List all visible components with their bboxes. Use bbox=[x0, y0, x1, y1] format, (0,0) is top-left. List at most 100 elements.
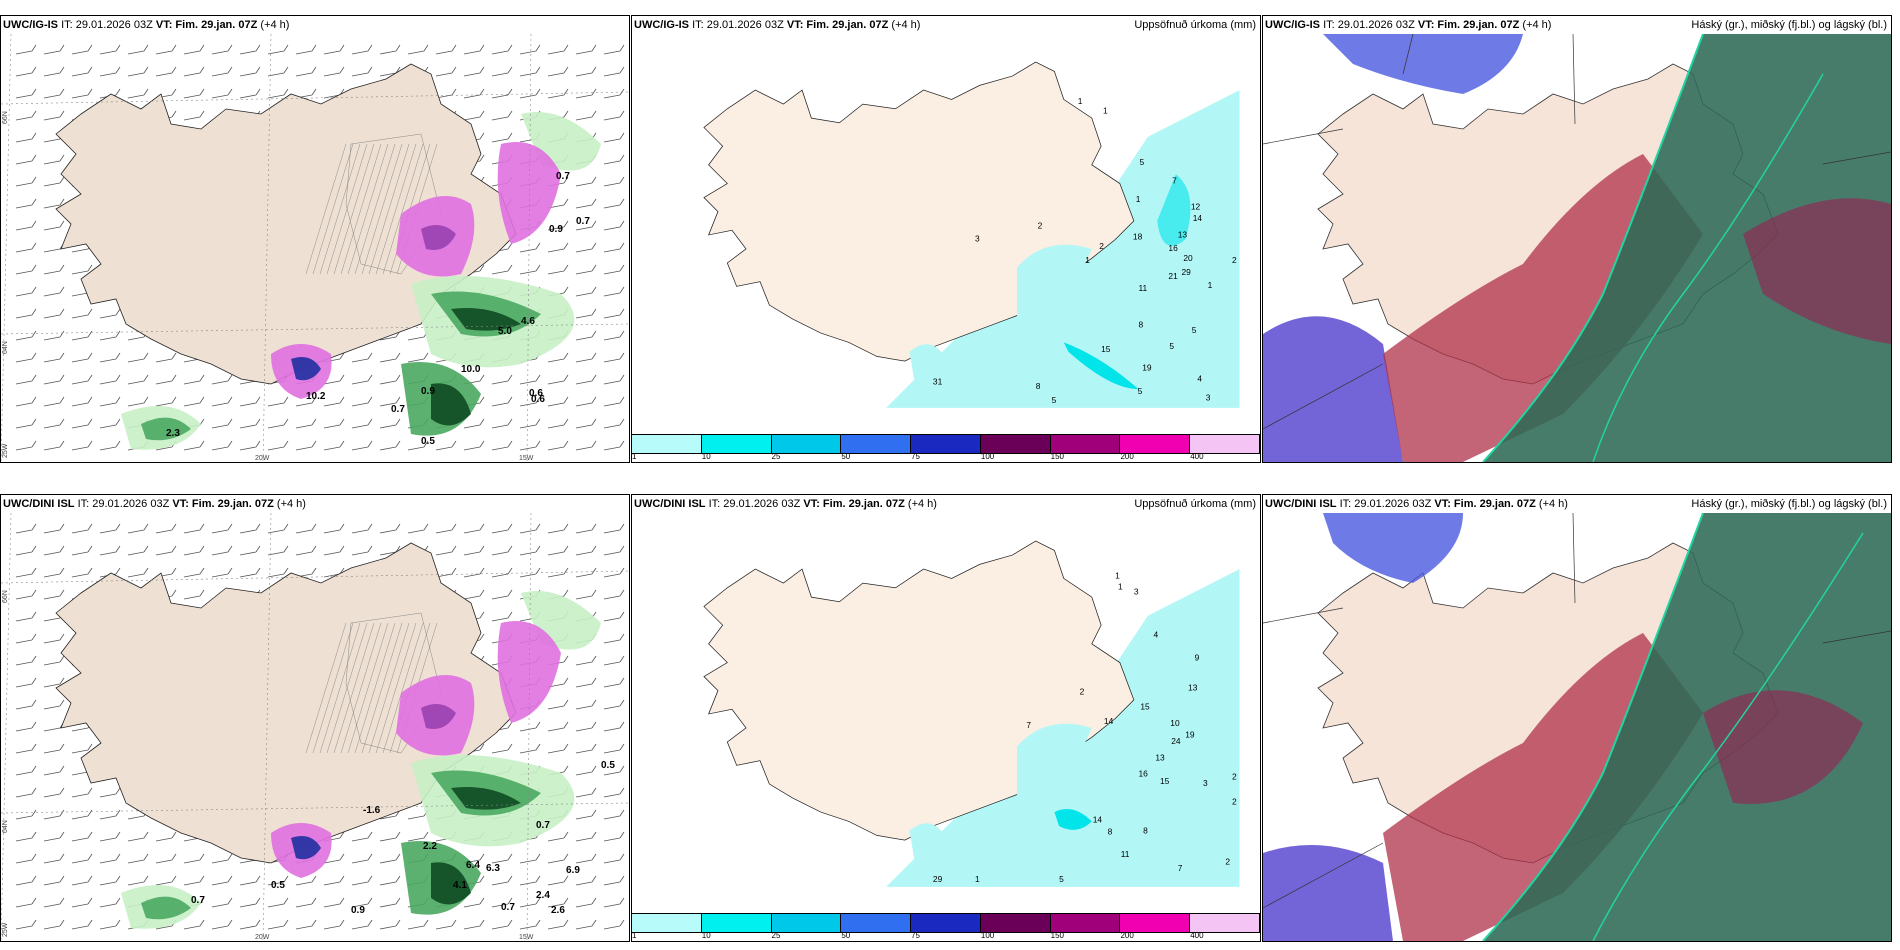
wind-barb bbox=[15, 919, 37, 930]
wind-barb bbox=[351, 352, 373, 363]
wind-barb bbox=[71, 743, 93, 754]
wind-barb bbox=[71, 88, 93, 99]
map-temperature-wind[interactable]: 66N 64N 25W 20W 15W 0.7 0.9 0.7 0.6 5.0 4.6 10… bbox=[1, 34, 629, 462]
map-cloud-cover[interactable] bbox=[1263, 513, 1891, 941]
wind-barb bbox=[603, 110, 625, 121]
wind-barb bbox=[15, 545, 37, 556]
colorbar-tick: 50 bbox=[841, 931, 851, 940]
hatch-line bbox=[333, 143, 375, 275]
wind-barb bbox=[43, 809, 65, 820]
wind-barb bbox=[491, 523, 513, 534]
wind-barb bbox=[351, 545, 373, 556]
panel-precip-igis: UWC/IG-IS IT: 29.01.2026 03Z VT: Fim. 29… bbox=[631, 15, 1261, 463]
wind-barb bbox=[267, 440, 289, 451]
precip-value: 5 bbox=[1139, 157, 1144, 167]
colorbar-cell bbox=[841, 914, 912, 932]
wind-barb bbox=[239, 44, 261, 55]
precip-value: 2 bbox=[1232, 771, 1237, 781]
wind-barb bbox=[183, 88, 205, 99]
panel-title: Uppsöfnuð úrkoma (mm) bbox=[1134, 498, 1256, 510]
wind-barb bbox=[547, 44, 569, 55]
wind-barb bbox=[351, 396, 373, 407]
wind-barb bbox=[323, 545, 345, 556]
wind-barb bbox=[491, 611, 513, 622]
wind-barb bbox=[15, 440, 37, 451]
colorbar-cell bbox=[701, 914, 772, 932]
wind-barb bbox=[519, 897, 541, 908]
colorbar-ticks: 1 10 25 50 75 100 150 200 400 bbox=[632, 452, 1260, 462]
wind-barb bbox=[323, 66, 345, 77]
wind-barb bbox=[43, 589, 65, 600]
wind-barb bbox=[43, 220, 65, 231]
wind-barb bbox=[99, 831, 121, 842]
wind-barb bbox=[211, 523, 233, 534]
wind-barb bbox=[239, 897, 261, 908]
precip-value: 31 bbox=[933, 376, 943, 386]
wind-barb bbox=[43, 699, 65, 710]
green-precip-shape bbox=[451, 308, 521, 331]
hatch-line bbox=[347, 143, 389, 275]
temperature-value: 2.3 bbox=[166, 428, 180, 439]
hatch-line bbox=[312, 622, 354, 754]
colorbar-tick: 100 bbox=[980, 931, 995, 940]
wind-barb bbox=[15, 198, 37, 209]
wind-barb bbox=[43, 545, 65, 556]
map-temperature-wind[interactable]: 66N 64N 25W 20W 15W 0.5 0.7 6.9 6.4 6.3 4.1 2.… bbox=[1, 513, 629, 941]
precip-value: 24 bbox=[1171, 736, 1181, 746]
wind-barb bbox=[519, 440, 541, 451]
wind-barb bbox=[575, 677, 597, 688]
panel-header: UWC/IG-IS IT: 29.01.2026 03Z VT: Fim. 29… bbox=[1265, 19, 1552, 31]
colorbar-cell bbox=[1120, 914, 1191, 932]
wind-barb bbox=[603, 132, 625, 143]
wind-barb bbox=[547, 418, 569, 429]
wind-barb bbox=[519, 396, 541, 407]
snow-cell bbox=[421, 225, 456, 250]
wind-barb bbox=[379, 853, 401, 864]
wind-barb bbox=[71, 308, 93, 319]
precip-value: 2 bbox=[1232, 797, 1237, 807]
panel-header: UWC/DINI ISL IT: 29.01.2026 03Z VT: Fim.… bbox=[1265, 498, 1568, 510]
wind-barb bbox=[43, 154, 65, 165]
precip-cell-sw bbox=[909, 344, 947, 383]
panel-header: UWC/DINI ISL IT: 29.01.2026 03Z VT: Fim.… bbox=[634, 498, 937, 510]
wind-barb bbox=[603, 44, 625, 55]
hatch-line bbox=[361, 622, 403, 754]
wind-barb bbox=[379, 545, 401, 556]
wind-barb bbox=[43, 897, 65, 908]
wind-barb bbox=[575, 418, 597, 429]
wind-barb bbox=[15, 396, 37, 407]
precip-value: 2 bbox=[1232, 255, 1237, 265]
wind-barb bbox=[407, 919, 429, 930]
wind-barb bbox=[155, 545, 177, 556]
low-cloud-west bbox=[1263, 845, 1393, 941]
hatch-line bbox=[354, 143, 396, 275]
wind-barb bbox=[491, 440, 513, 451]
wind-barb bbox=[575, 110, 597, 121]
map-cloud-cover[interactable] bbox=[1263, 34, 1891, 462]
temperature-value: 10.0 bbox=[461, 364, 481, 375]
precip-value: 2 bbox=[1225, 856, 1230, 866]
wind-barb bbox=[407, 440, 429, 451]
wind-barb bbox=[603, 352, 625, 363]
wind-barb bbox=[211, 545, 233, 556]
wind-barb bbox=[43, 919, 65, 930]
wind-barb bbox=[547, 919, 569, 930]
wind-barb bbox=[519, 853, 541, 864]
wind-barb bbox=[211, 374, 233, 385]
wind-barb bbox=[99, 352, 121, 363]
wind-barb bbox=[99, 330, 121, 341]
wind-barb bbox=[15, 264, 37, 275]
precip-value: 15 bbox=[1140, 701, 1150, 711]
wind-barb bbox=[323, 897, 345, 908]
colorbar-cells bbox=[632, 434, 1260, 454]
wind-barb bbox=[15, 699, 37, 710]
wind-barb bbox=[379, 66, 401, 77]
wind-barb bbox=[43, 330, 65, 341]
wind-barb bbox=[127, 396, 149, 407]
hatch-line bbox=[361, 143, 403, 275]
wind-barb bbox=[43, 352, 65, 363]
wind-barb bbox=[15, 633, 37, 644]
wind-barb bbox=[15, 567, 37, 578]
